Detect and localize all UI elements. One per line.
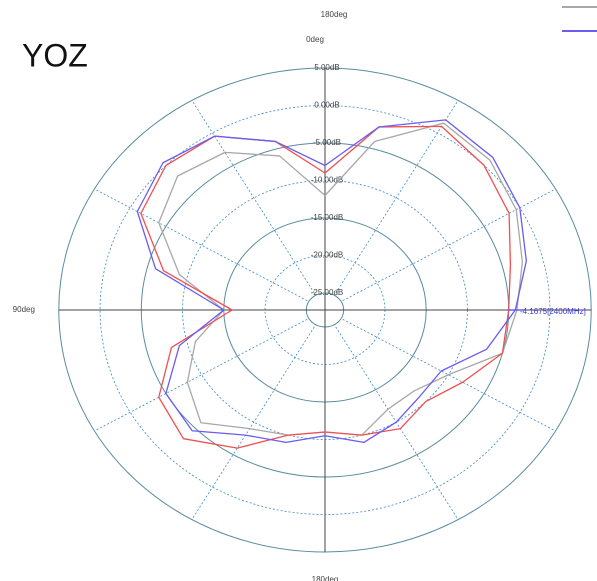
series-line — [158, 122, 524, 436]
r-tick-label: -25.00dB — [311, 288, 343, 297]
r-tick-label: -20.00dB — [311, 251, 343, 260]
series-line — [136, 119, 527, 443]
theta-tick-label: 90deg — [13, 305, 35, 314]
spoke — [324, 309, 459, 520]
series-line — [140, 125, 512, 449]
spoke — [94, 309, 326, 432]
spoke — [191, 309, 326, 520]
spoke — [94, 188, 326, 311]
theta-tick-label: 0deg — [306, 35, 324, 44]
r-tick-label: 0.00dB — [314, 101, 339, 110]
spoke — [324, 100, 459, 311]
r-tick-label: -10.00dB — [311, 176, 343, 185]
top-label: 180deg — [321, 10, 348, 19]
r-tick-label: 5.00dB — [314, 63, 339, 72]
chart-title: YOZ — [22, 37, 88, 73]
r-tick-label: -5.00dB — [313, 138, 341, 147]
spoke — [324, 309, 556, 432]
annotation: -4.1675[2400MHz] — [520, 307, 586, 316]
spoke — [324, 188, 556, 311]
spoke — [191, 100, 326, 311]
theta-tick-label: 180deg — [312, 575, 339, 581]
r-tick-label: -15.00dB — [311, 213, 343, 222]
